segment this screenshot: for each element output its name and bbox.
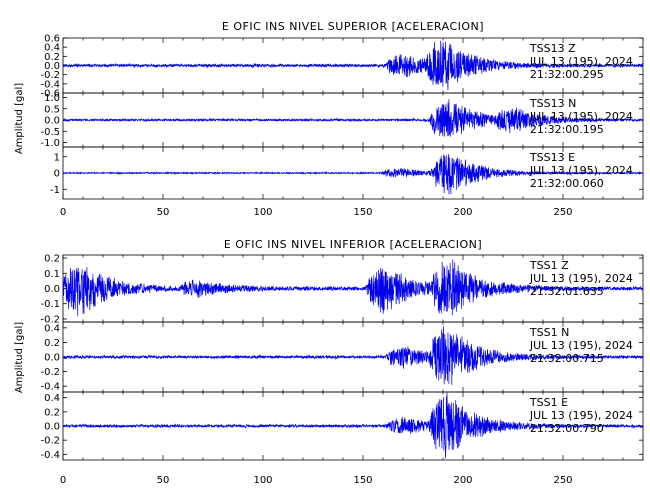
station-label: TSS13 N (529, 97, 576, 110)
y-tick-label: -0.2 (40, 314, 60, 325)
x-tick-label: 50 (157, 207, 170, 218)
date-label: JUL 13 (195), 2024 (529, 110, 633, 123)
time-label: 21:32:01.635 (530, 285, 604, 298)
station-label: TSS1 N (529, 326, 569, 339)
y-tick-label: -0.4 (40, 79, 60, 90)
y-tick-label: 0.2 (44, 407, 60, 418)
waveform-trace (62, 326, 644, 386)
station-label: TSS13 E (529, 151, 575, 164)
time-label: 21:32:00.060 (530, 177, 604, 190)
time-label: 21:32:00.195 (530, 123, 604, 136)
y-tick-label: -0.5 (40, 127, 60, 138)
y-tick-label: 0.2 (44, 52, 60, 63)
y-tick-label: 0.2 (44, 254, 60, 265)
date-label: JUL 13 (195), 2024 (529, 55, 633, 68)
time-label: 21:32:00.790 (530, 422, 604, 435)
chart-2: E OFIC INS NIVEL INFERIOR [ACELERACION] A… (14, 238, 644, 486)
y-tick-label: 0.5 (44, 104, 60, 115)
y-tick-label: 0.4 (44, 323, 60, 334)
x-tick-label: 0 (60, 207, 66, 218)
y-tick-label: 0.0 (44, 116, 60, 127)
date-label: JUL 13 (195), 2024 (529, 339, 633, 352)
waveform-trace (62, 40, 644, 91)
y-tick-label: -1.0 (40, 138, 60, 149)
y-tick-label: 1 (54, 152, 60, 163)
y-tick-label: 0.0 (44, 284, 60, 295)
y-tick-label: 0 (54, 169, 60, 180)
y-tick-label: 1.0 (44, 93, 60, 104)
y-tick-label: -0.1 (40, 299, 60, 310)
y-tick-label: -0.2 (40, 70, 60, 81)
chart-title: E OFIC INS NIVEL INFERIOR [ACELERACION] (224, 238, 482, 251)
y-tick-label: 0.4 (44, 43, 60, 54)
x-tick-label: 150 (353, 475, 372, 486)
y-tick-label: -0.2 (40, 436, 60, 447)
y-tick-label: -0.4 (40, 382, 60, 393)
date-label: JUL 13 (195), 2024 (529, 164, 633, 177)
y-tick-label: 0.4 (44, 393, 60, 404)
x-tick-label: 150 (353, 207, 372, 218)
x-tick-label: 250 (553, 475, 572, 486)
x-tick-label: 100 (253, 475, 272, 486)
time-label: 21:32:00.715 (530, 352, 604, 365)
y-axis-label: Amplitud [gal] (14, 322, 25, 393)
chart-title: E OFIC INS NIVEL SUPERIOR [ACELERACION] (222, 20, 484, 33)
station-label: TSS1 Z (529, 259, 569, 272)
y-tick-label: -0.4 (40, 450, 60, 461)
y-tick-label: 0.1 (44, 269, 60, 280)
x-tick-label: 200 (453, 207, 472, 218)
time-label: 21:32:00.295 (530, 68, 604, 81)
y-tick-label: -0.2 (40, 367, 60, 378)
y-tick-label: 0.6 (44, 34, 60, 45)
x-tick-label: 0 (60, 475, 66, 486)
x-tick-label: 200 (453, 475, 472, 486)
waveform-trace (62, 392, 644, 459)
y-tick-label: 0.0 (44, 61, 60, 72)
x-tick-label: 250 (553, 207, 572, 218)
x-tick-label: 50 (157, 475, 170, 486)
station-label: TSS1 E (529, 396, 568, 409)
x-tick-label: 100 (253, 207, 272, 218)
waveform-trace (62, 259, 644, 317)
y-tick-label: 0.0 (44, 422, 60, 433)
station-label: TSS13 Z (529, 42, 576, 55)
date-label: JUL 13 (195), 2024 (529, 272, 633, 285)
waveform-trace (62, 154, 644, 195)
y-tick-label: 0.0 (44, 353, 60, 364)
chart-1: E OFIC INS NIVEL SUPERIOR [ACELERACION] A… (14, 20, 644, 218)
waveform-trace (62, 99, 644, 137)
y-tick-label: -1 (50, 185, 60, 196)
y-axis-label: Amplitud [gal] (14, 83, 25, 154)
y-tick-label: 0.2 (44, 338, 60, 349)
date-label: JUL 13 (195), 2024 (529, 409, 633, 422)
y-tick-label: -0.6 (40, 89, 60, 100)
